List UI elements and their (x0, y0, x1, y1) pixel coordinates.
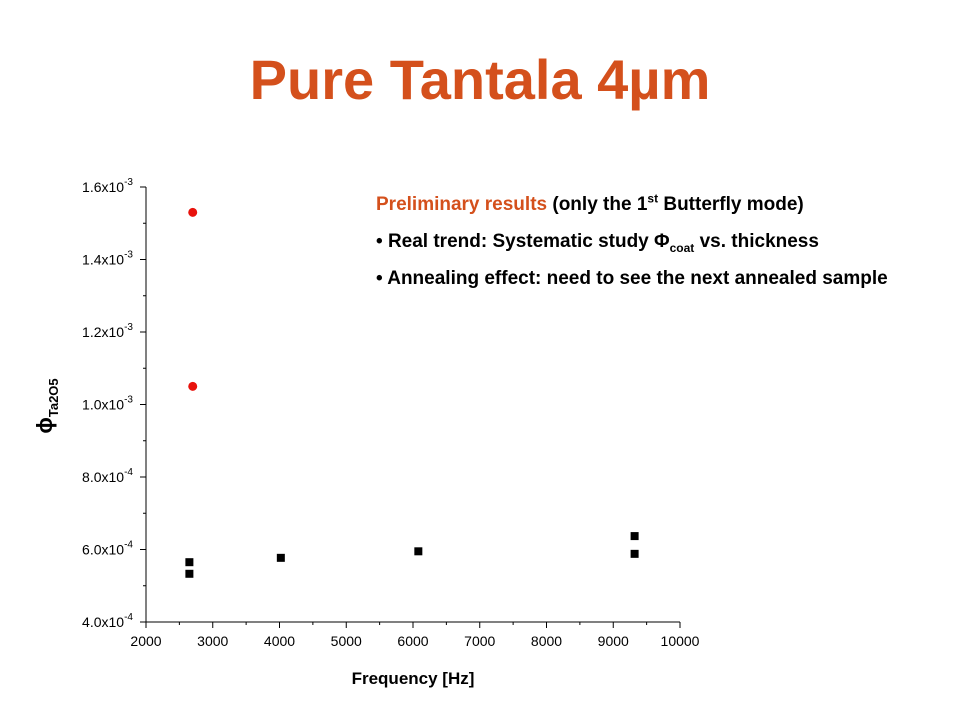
notes-bullet-2: • Annealing effect: need to see the next… (376, 267, 951, 291)
data-point-square (414, 547, 423, 556)
y-tick-label: 1.4x10-3 (82, 250, 133, 268)
bullet-glyph: • (376, 231, 383, 252)
data-point-square (630, 532, 639, 541)
notes-bullet-1: • Real trend: Systematic study Φcoat vs.… (376, 230, 951, 254)
x-tick-label: 7000 (464, 633, 495, 649)
x-tick-label: 4000 (264, 633, 295, 649)
notes-heading-sup: st (647, 191, 659, 206)
slide-title: Pure Tantala 4µm (249, 48, 711, 111)
notes-bullet-1-sub: coat (669, 240, 695, 255)
data-point-square (276, 553, 285, 562)
y-axis-label: ϕTa2O5 (32, 378, 61, 433)
notes-heading: Preliminary results (only the 1st Butter… (376, 193, 951, 217)
y-tick-label: 1.6x10-3 (82, 177, 133, 195)
x-tick-label: 10000 (661, 633, 700, 649)
data-point-circle (188, 381, 198, 391)
x-tick-label: 3000 (197, 633, 228, 649)
y-tick-label: 8.0x10-4 (82, 467, 133, 485)
data-point-square (185, 558, 194, 567)
x-tick-label: 9000 (598, 633, 629, 649)
x-axis-label: Frequency [Hz] (352, 669, 475, 688)
y-tick-label: 1.2x10-3 (82, 322, 133, 340)
notes-block: Preliminary results (only the 1st Butter… (376, 193, 951, 304)
data-point-square (185, 569, 194, 578)
notes-bullet-1-before: Real trend: Systematic study Φ (387, 231, 670, 252)
x-tick-label: 5000 (331, 633, 362, 649)
notes-heading-end: Butterfly mode) (663, 194, 804, 215)
x-tick-label: 2000 (130, 633, 161, 649)
notes-heading-rest: (only the 1 (552, 194, 648, 215)
data-point-square (630, 549, 639, 558)
notes-bullet-1-after: vs. thickness (699, 231, 819, 252)
notes-heading-accent: Preliminary results (376, 194, 548, 215)
data-point-circle (188, 207, 198, 217)
x-tick-label: 8000 (531, 633, 562, 649)
notes-bullet-2-text: Annealing effect: need to see the next a… (387, 268, 888, 289)
y-tick-label: 6.0x10-4 (82, 540, 133, 558)
y-tick-label: 4.0x10-4 (82, 612, 133, 630)
x-tick-label: 6000 (397, 633, 428, 649)
y-tick-label: 1.0x10-3 (82, 395, 133, 413)
bullet-glyph: • (376, 268, 383, 289)
